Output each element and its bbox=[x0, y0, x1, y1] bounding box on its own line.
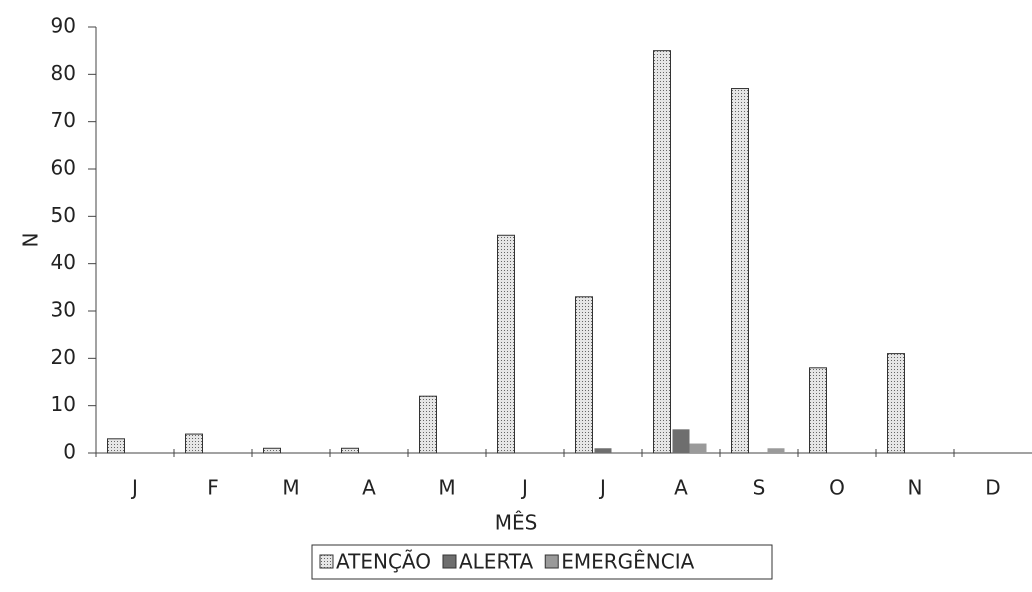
y-axis-label: N bbox=[19, 233, 43, 248]
bar bbox=[185, 433, 203, 454]
y-tick-label: 0 bbox=[63, 440, 76, 464]
y-tick-label: 50 bbox=[51, 203, 76, 227]
bar bbox=[263, 447, 281, 454]
legend-label: ALERTA bbox=[459, 550, 534, 574]
y-tick-label: 90 bbox=[51, 14, 76, 38]
bar bbox=[672, 429, 690, 453]
y-tick-label: 20 bbox=[51, 345, 76, 369]
x-axis-label: MÊS bbox=[495, 511, 538, 535]
y-tick-label: 70 bbox=[51, 108, 76, 132]
x-tick-label: N bbox=[908, 476, 923, 500]
x-tick-label: J bbox=[598, 476, 606, 500]
legend-swatch bbox=[544, 554, 559, 569]
x-tick-label: M bbox=[438, 476, 455, 500]
bar bbox=[341, 447, 359, 454]
bar bbox=[575, 296, 593, 454]
y-tick-label: 30 bbox=[51, 298, 76, 322]
bar bbox=[767, 448, 785, 453]
x-tick-label: O bbox=[829, 476, 845, 500]
bar bbox=[689, 443, 707, 453]
bar bbox=[809, 367, 827, 454]
bar bbox=[653, 50, 671, 454]
x-tick-label: J bbox=[520, 476, 528, 500]
x-tick-label: A bbox=[674, 476, 688, 500]
y-tick-label: 60 bbox=[51, 156, 76, 180]
x-tick-label: A bbox=[362, 476, 376, 500]
bar bbox=[731, 88, 749, 454]
legend-label: EMERGÊNCIA bbox=[561, 550, 694, 574]
bar bbox=[497, 234, 515, 454]
legend-label: ATENÇÃO bbox=[336, 550, 431, 574]
y-tick-label: 40 bbox=[51, 250, 76, 274]
legend-swatch bbox=[442, 554, 457, 569]
x-tick-label: M bbox=[282, 476, 299, 500]
bar bbox=[594, 448, 612, 453]
bar bbox=[887, 353, 905, 454]
legend-box bbox=[311, 544, 773, 580]
legend-swatch bbox=[319, 554, 334, 569]
y-tick-label: 10 bbox=[51, 392, 76, 416]
x-tick-label: S bbox=[753, 476, 766, 500]
x-tick-label: J bbox=[130, 476, 138, 500]
x-tick-label: F bbox=[207, 476, 219, 500]
y-tick-label: 80 bbox=[51, 61, 76, 85]
x-tick-label: D bbox=[985, 476, 1000, 500]
bar bbox=[419, 395, 437, 454]
bar bbox=[107, 438, 125, 454]
